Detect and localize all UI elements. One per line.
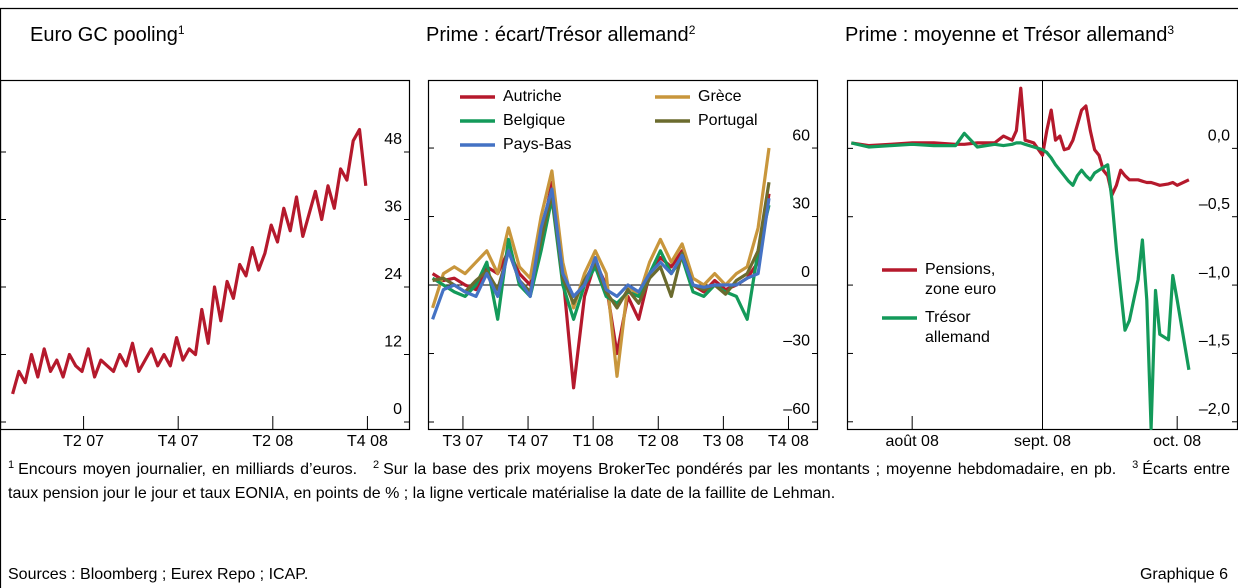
x-tick-label: T2 08 — [638, 433, 679, 450]
legend-label: Pays-Bas — [503, 136, 572, 153]
chart-title-note: 2 — [688, 23, 696, 37]
chart-title: Prime : moyenne et Trésor allemand3 — [845, 23, 1175, 46]
y-tick-label: 12 — [384, 334, 402, 351]
y-tick-label: 0 — [801, 264, 810, 281]
legend-label: Pensions, zone euro — [925, 261, 997, 298]
footnote-text: Sur la base des prix moyens BrokerTec po… — [383, 461, 1117, 478]
footnote-mark: 2 — [372, 459, 380, 471]
legend-label: Portugal — [698, 112, 758, 129]
series-line — [11, 127, 368, 395]
y-tick-label: 36 — [384, 199, 402, 216]
chart-title-text: Prime : écart/Trésor allemand — [426, 24, 689, 46]
figure-label: Graphique 6 — [1139, 566, 1228, 583]
y-tick-label: 24 — [384, 266, 402, 283]
chart-title-note: 3 — [1167, 23, 1175, 37]
series-line — [431, 147, 771, 378]
x-tick-label: T2 07 — [63, 433, 104, 450]
series-line — [851, 86, 1190, 197]
x-tick-label: T2 08 — [252, 433, 293, 450]
sources: Sources : Bloomberg ; Eurex Repo ; ICAP. — [8, 566, 309, 583]
legend-label: Grèce — [698, 88, 742, 105]
chart-title-text: Prime : moyenne et Trésor allemand — [845, 24, 1168, 46]
plot-frame — [427, 79, 819, 431]
x-tick-label: T4 08 — [768, 433, 809, 450]
chart-title: Prime : écart/Trésor allemand2 — [426, 23, 806, 46]
y-tick-label: –1,5 — [1199, 333, 1230, 350]
series-line — [431, 187, 771, 320]
footnote-mark: 3 — [1132, 459, 1139, 471]
footnote: 3 Écarts entre taux pension jour le jour … — [8, 459, 1230, 503]
x-tick-label: oct. 08 — [1153, 433, 1201, 450]
x-tick-label: T4 07 — [508, 433, 549, 450]
footnote-mark: 1 — [8, 459, 15, 471]
y-tick-label: 0,0 — [1208, 128, 1230, 145]
legend-label: Belgique — [503, 112, 566, 129]
footnotes: 1 Encours moyen journalier, en milliards … — [8, 458, 1230, 506]
footnote: 1 Encours moyen journalier, en milliards … — [8, 459, 358, 479]
y-tick-label: –30 — [783, 333, 810, 350]
chart-title-note: 1 — [177, 23, 185, 37]
chart-title: Euro GC pooling1 — [30, 23, 390, 46]
footnote: 2 Sur la base des prix moyens BrokerTec p… — [372, 459, 1117, 479]
y-tick-label: 48 — [384, 131, 402, 148]
legend-label: Trésor allemand — [925, 309, 990, 346]
x-tick-label: T4 08 — [347, 433, 388, 450]
x-tick-label: sept. 08 — [1014, 433, 1071, 450]
y-tick-label: –2,0 — [1199, 401, 1230, 418]
y-tick-label: 30 — [792, 196, 810, 213]
legend-label: Autriche — [503, 88, 562, 105]
footnote-text: Encours moyen journalier, en milliards d… — [18, 461, 358, 478]
y-tick-label: 60 — [792, 127, 810, 144]
y-tick-label: –0,5 — [1199, 196, 1230, 213]
x-tick-label: T3 08 — [703, 433, 744, 450]
y-tick-label: 0 — [393, 401, 402, 418]
plot-frame — [0, 79, 411, 431]
y-tick-label: –60 — [783, 401, 810, 418]
footnote-text: Écarts entre taux pension jour le jour e… — [8, 461, 1230, 502]
y-tick-label: –1,0 — [1199, 264, 1230, 281]
series-line — [432, 182, 771, 310]
chart-title-text: Euro GC pooling — [30, 24, 178, 46]
x-tick-label: T3 07 — [442, 433, 483, 450]
x-tick-label: T4 07 — [158, 433, 199, 450]
x-tick-label: T1 08 — [573, 433, 614, 450]
x-tick-label: août 08 — [885, 433, 938, 450]
series-line — [850, 131, 1191, 430]
